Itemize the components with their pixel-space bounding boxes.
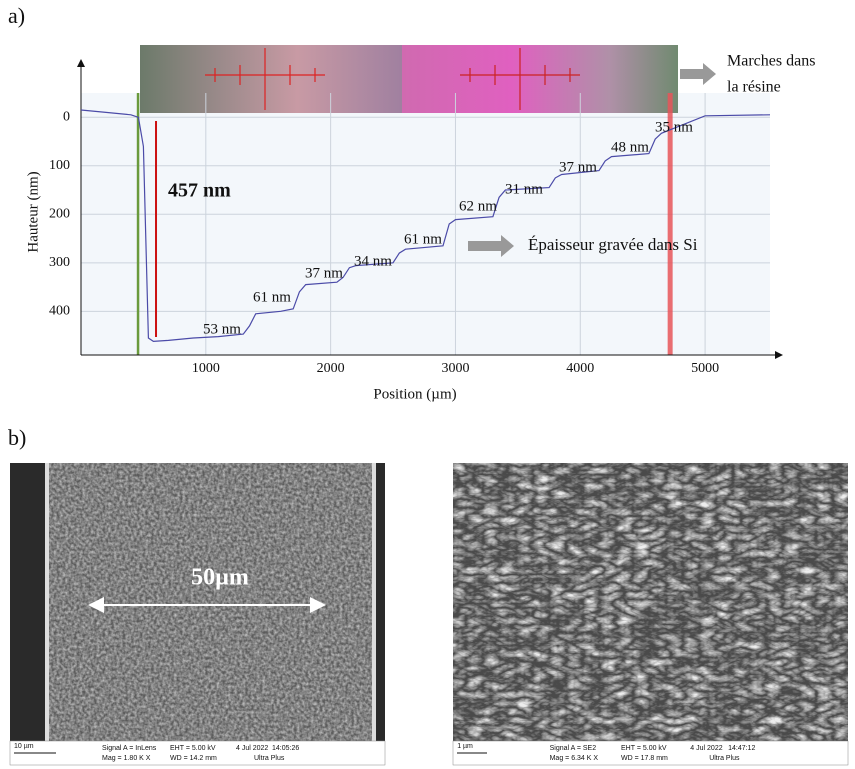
sem-info: WD = 14.2 mm [170, 755, 217, 762]
annotation: Marches dans [727, 53, 815, 70]
scale-label: 50µm [191, 565, 249, 591]
annotation: la résine [727, 79, 781, 96]
annotation: 35 nm [655, 119, 693, 135]
x-axis-label: Position (µm) [373, 386, 456, 402]
panel-label: b) [8, 425, 26, 450]
x-tick-label: 2000 [317, 361, 345, 376]
sem-info: Signal A = InLens [102, 745, 157, 752]
x-tick-label: 1000 [192, 361, 220, 376]
sem-info: 4 Jul 2022 [236, 745, 268, 752]
sem-info: EHT = 5.00 kV [170, 745, 216, 752]
y-tick-label: 200 [49, 207, 70, 222]
annotation: 37 nm [559, 159, 597, 175]
x-tick-label: 4000 [566, 361, 594, 376]
annotation: Épaisseur gravée dans Si [528, 235, 698, 254]
sem-info: WD = 17.8 mm [621, 755, 668, 762]
x-tick-label: 3000 [441, 361, 469, 376]
x-tick-label: 5000 [691, 361, 719, 376]
annotation: 62 nm [459, 198, 497, 214]
sem-info: EHT = 5.00 kV [621, 745, 667, 752]
y-tick-label: 0 [63, 109, 70, 124]
annotation: 34 nm [354, 253, 392, 269]
sem-info: 4 Jul 2022 [690, 745, 722, 752]
sem-right [452, 463, 849, 766]
sem-info: 14:47:12 [728, 745, 755, 752]
panel-label: a) [8, 3, 25, 28]
sem-info: 1 µm [457, 743, 473, 750]
annotation: 31 nm [505, 181, 543, 197]
y-tick-label: 300 [49, 255, 70, 270]
annotation: 53 nm [203, 321, 241, 337]
annotation: 61 nm [404, 231, 442, 247]
sem-info: Mag = 6.34 K X [550, 755, 599, 762]
annotation: 48 nm [611, 139, 649, 155]
sem-info: Ultra Plus [709, 755, 740, 762]
annotation: 37 nm [305, 265, 343, 281]
y-axis-label: Hauteur (nm) [25, 171, 41, 252]
callout-arrows [468, 63, 716, 257]
sem-info: Mag = 1.80 K X [102, 755, 151, 762]
sem-info: 14:05:26 [272, 745, 299, 752]
annotation: 61 nm [253, 289, 291, 305]
y-tick-label: 100 [49, 158, 70, 173]
annotation: 457 nm [168, 180, 231, 202]
sem-info: 10 µm [14, 743, 34, 750]
profile-line [80, 109, 771, 343]
optical-strip [140, 45, 678, 113]
sem-info: Ultra Plus [254, 755, 285, 762]
sem-info: Signal A = SE2 [550, 745, 597, 752]
y-tick-label: 400 [49, 304, 70, 319]
sem-left [9, 463, 386, 766]
